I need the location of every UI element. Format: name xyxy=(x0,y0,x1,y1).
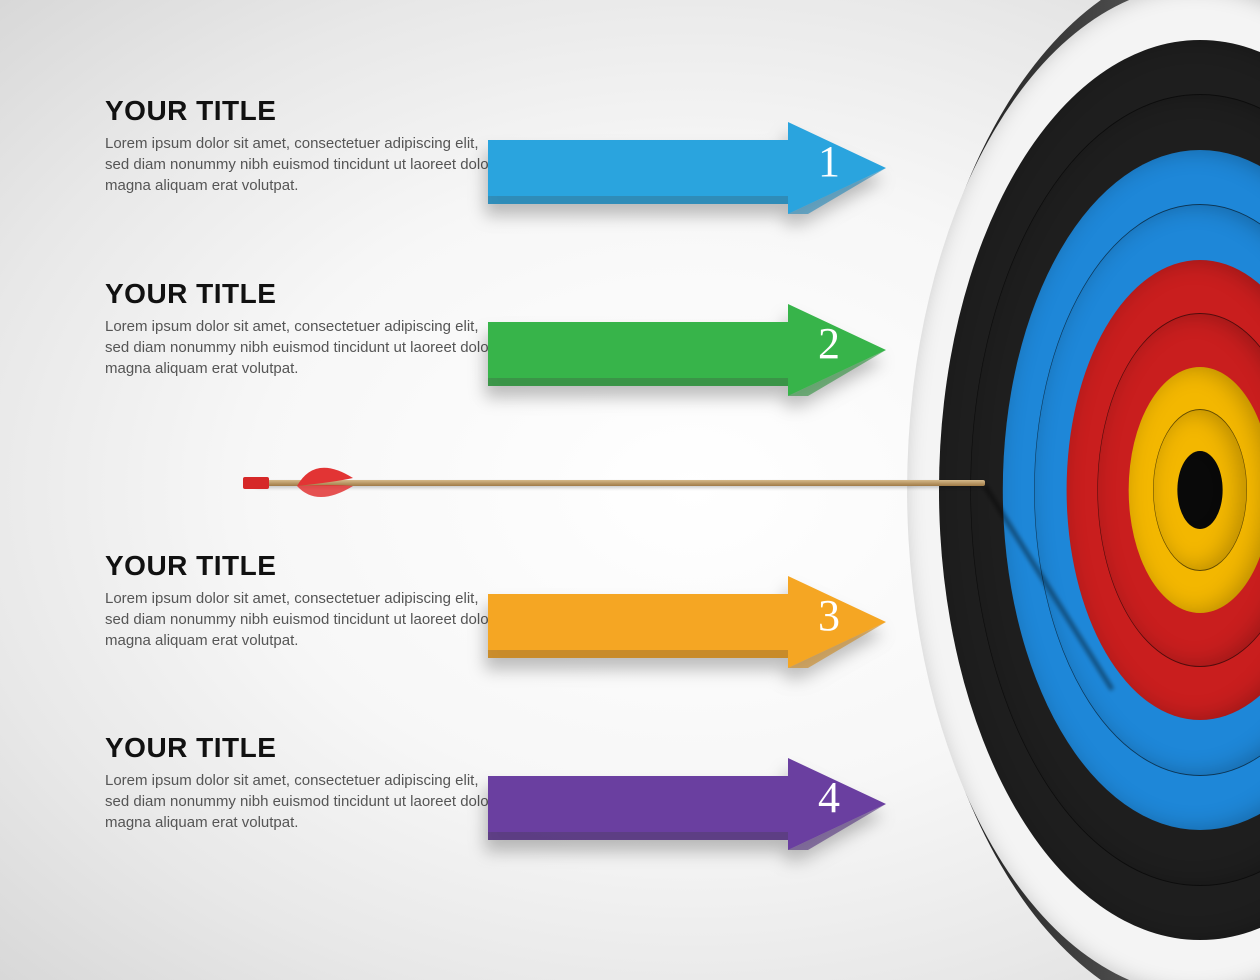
block-arrow-3: 3 xyxy=(488,572,888,672)
item-title-3: YOUR TITLE xyxy=(105,550,505,582)
archery-arrow-fletching xyxy=(295,452,355,506)
item-body-1: Lorem ipsum dolor sit amet, consectetuer… xyxy=(105,133,505,196)
infographic-stage: YOUR TITLE Lorem ipsum dolor sit amet, co… xyxy=(0,0,1260,980)
archery-arrow-shaft xyxy=(255,480,985,486)
item-title-4: YOUR TITLE xyxy=(105,732,505,764)
item-text-3: YOUR TITLE Lorem ipsum dolor sit amet, co… xyxy=(105,550,505,651)
item-body-2: Lorem ipsum dolor sit amet, consectetuer… xyxy=(105,316,505,379)
arrow-number-4: 4 xyxy=(818,772,840,823)
archery-arrow-nock xyxy=(243,477,269,489)
arrow-number-3: 3 xyxy=(818,590,840,641)
item-body-3: Lorem ipsum dolor sit amet, consectetuer… xyxy=(105,588,505,651)
block-arrow-1: 1 xyxy=(488,118,888,218)
arrow-number-2: 2 xyxy=(818,318,840,369)
block-arrow-2: 2 xyxy=(488,300,888,400)
block-arrow-4: 4 xyxy=(488,754,888,854)
item-body-4: Lorem ipsum dolor sit amet, consectetuer… xyxy=(105,770,505,833)
item-text-4: YOUR TITLE Lorem ipsum dolor sit amet, co… xyxy=(105,732,505,833)
item-title-2: YOUR TITLE xyxy=(105,278,505,310)
item-title-1: YOUR TITLE xyxy=(105,95,505,127)
target-ring-bull xyxy=(1177,451,1222,529)
item-text-2: YOUR TITLE Lorem ipsum dolor sit amet, co… xyxy=(105,278,505,379)
arrow-number-1: 1 xyxy=(818,136,840,187)
item-text-1: YOUR TITLE Lorem ipsum dolor sit amet, co… xyxy=(105,95,505,196)
